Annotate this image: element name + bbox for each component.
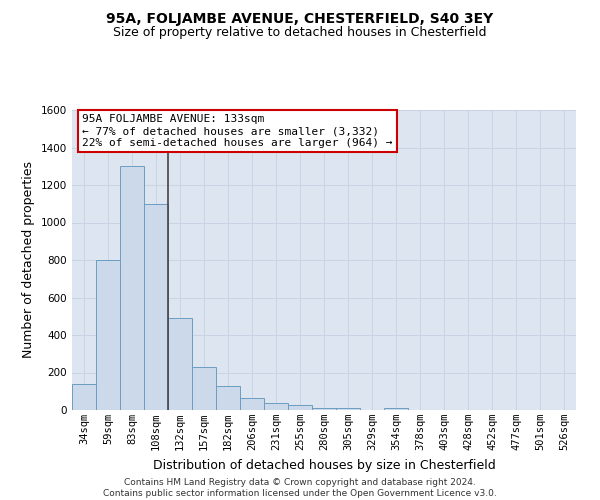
Text: 95A FOLJAMBE AVENUE: 133sqm
← 77% of detached houses are smaller (3,332)
22% of : 95A FOLJAMBE AVENUE: 133sqm ← 77% of det…: [82, 114, 392, 148]
Bar: [336, 408, 360, 410]
Bar: [120, 166, 144, 410]
Bar: [72, 384, 96, 410]
Bar: [144, 204, 168, 410]
Bar: [288, 406, 312, 410]
Bar: [216, 386, 240, 410]
Text: Size of property relative to detached houses in Chesterfield: Size of property relative to detached ho…: [113, 26, 487, 39]
Y-axis label: Number of detached properties: Number of detached properties: [22, 162, 35, 358]
Text: Contains HM Land Registry data © Crown copyright and database right 2024.
Contai: Contains HM Land Registry data © Crown c…: [103, 478, 497, 498]
Bar: [264, 404, 288, 410]
X-axis label: Distribution of detached houses by size in Chesterfield: Distribution of detached houses by size …: [152, 458, 496, 471]
Bar: [192, 367, 216, 410]
Bar: [168, 318, 192, 410]
Bar: [312, 408, 336, 410]
Bar: [384, 408, 408, 410]
Text: 95A, FOLJAMBE AVENUE, CHESTERFIELD, S40 3EY: 95A, FOLJAMBE AVENUE, CHESTERFIELD, S40 …: [106, 12, 494, 26]
Bar: [96, 260, 120, 410]
Bar: [240, 398, 264, 410]
